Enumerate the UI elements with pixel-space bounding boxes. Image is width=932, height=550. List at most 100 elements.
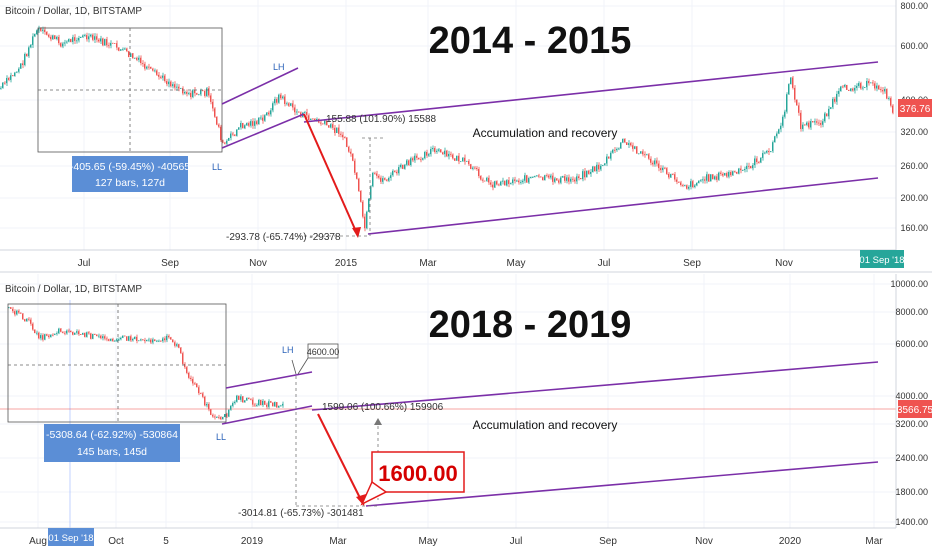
candle-body xyxy=(658,163,660,169)
candle-body xyxy=(34,329,36,334)
candle-body xyxy=(52,35,54,40)
candle-body xyxy=(72,37,74,42)
top-chart-panel[interactable]: -405.65 (-59.45%) -40565 127 bars, 127d … xyxy=(0,0,932,269)
candle-body xyxy=(174,342,176,346)
candle-body xyxy=(180,88,182,89)
candle-body xyxy=(100,38,102,42)
candle-body xyxy=(136,336,138,341)
candle-body xyxy=(176,344,178,346)
candle-body xyxy=(612,149,614,153)
bottom-lh-pointer-2 xyxy=(291,359,297,375)
candle-body xyxy=(420,159,422,161)
candle-body xyxy=(500,181,502,186)
candle-body xyxy=(32,323,34,330)
candle-body xyxy=(54,333,56,335)
candle-body xyxy=(748,165,750,167)
candle-body xyxy=(64,332,66,334)
candle-body xyxy=(48,335,50,338)
candle-body xyxy=(260,400,262,406)
candle-body xyxy=(560,177,562,183)
candle-body xyxy=(148,66,150,68)
candle-body xyxy=(772,142,774,152)
candle-body xyxy=(686,185,688,189)
candle-body xyxy=(224,142,226,144)
candle-body xyxy=(712,174,714,180)
candle-body xyxy=(244,400,246,403)
candle-body xyxy=(270,110,272,115)
candle-body xyxy=(8,78,10,80)
candle-body xyxy=(642,151,644,155)
candle-body xyxy=(152,339,154,343)
candle-body xyxy=(816,121,818,123)
bottom-wedge-upper xyxy=(225,371,313,389)
candle-body xyxy=(412,158,414,161)
top-rise-label: 155.88 (101.90%) 15588 xyxy=(326,114,437,125)
candle-body xyxy=(102,38,104,46)
candle-body xyxy=(390,175,392,178)
candle-body xyxy=(782,116,784,126)
candle-body xyxy=(636,146,638,154)
candle-body xyxy=(654,160,656,165)
bottom-lh-price-box xyxy=(307,343,339,359)
candle-body xyxy=(498,184,500,186)
candle-body xyxy=(482,179,484,181)
candle-body xyxy=(226,414,228,417)
candle-body xyxy=(34,34,36,37)
candle-body xyxy=(698,180,700,183)
candle-body xyxy=(820,122,822,125)
candle-body xyxy=(408,160,410,165)
candle-body xyxy=(424,152,426,159)
candle-body xyxy=(632,145,634,149)
candle-body xyxy=(30,44,32,48)
candle-body xyxy=(402,164,404,169)
bottom-rise-arrowhead xyxy=(374,418,382,425)
candle-body xyxy=(870,82,872,84)
y-tick-label: 800.00 xyxy=(900,1,928,11)
candle-body xyxy=(68,330,70,332)
candle-body xyxy=(800,112,802,129)
candle-body xyxy=(252,121,254,126)
candle-body xyxy=(542,177,544,181)
candle-body xyxy=(258,400,260,406)
candle-body xyxy=(862,87,864,89)
candle-body xyxy=(348,146,350,152)
candle-body xyxy=(30,319,32,324)
candle-body xyxy=(754,158,756,166)
candle-body xyxy=(750,166,752,169)
candle-body xyxy=(338,127,340,134)
candle-body xyxy=(306,112,308,116)
candle-body xyxy=(124,335,126,337)
candle-body xyxy=(22,63,24,66)
candle-body xyxy=(18,68,20,72)
candle-body xyxy=(234,401,236,404)
candle-body xyxy=(474,167,476,169)
candle-body xyxy=(154,70,156,72)
candle-body xyxy=(578,176,580,179)
candle-body xyxy=(262,117,264,121)
candle-body xyxy=(454,158,456,161)
candle-body xyxy=(406,160,408,165)
candle-body xyxy=(794,87,796,100)
candle-body xyxy=(604,163,606,166)
candle-body xyxy=(274,99,276,104)
candle-body xyxy=(852,88,854,91)
bottom-range-info-box xyxy=(44,424,180,462)
candle-body xyxy=(150,339,152,343)
bottom-lh-price: 4600.00 xyxy=(307,347,340,357)
top-wedge-upper xyxy=(221,67,299,105)
candle-body xyxy=(580,178,582,180)
candle-body xyxy=(874,83,876,89)
candle-body xyxy=(130,53,132,57)
candle-body xyxy=(268,112,270,115)
candle-body xyxy=(202,393,204,397)
candle-body xyxy=(774,136,776,143)
candle-body xyxy=(96,36,98,40)
bottom-chart-panel[interactable]: 4600.00 1600.00 -5308.64 (-62.92%) -5308… xyxy=(0,274,932,547)
candle-body xyxy=(94,334,96,335)
candle-body xyxy=(80,334,82,335)
top-lh-label: LH xyxy=(273,62,285,72)
candle-body xyxy=(146,339,148,342)
candle-body xyxy=(40,335,42,339)
candle-body xyxy=(242,396,244,403)
candle-body xyxy=(440,149,442,153)
